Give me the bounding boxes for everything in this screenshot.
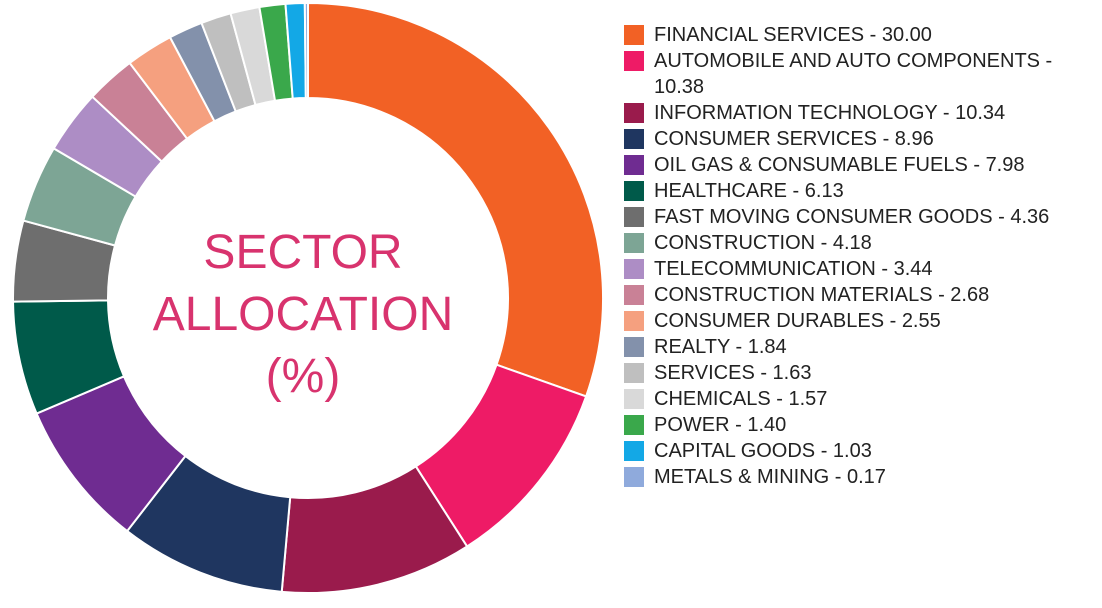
chart-legend: FINANCIAL SERVICES - 30.00 AUTOMOBILE AND… xyxy=(624,22,1094,490)
legend-label: CONSUMER DURABLES - 2.55 xyxy=(654,310,941,332)
legend-item-8: CONSTRUCTION - 4.18 xyxy=(624,230,1094,256)
legend-item-2: AUTOMOBILE AND AUTO COMPONENTS - 10.38 xyxy=(624,48,1094,100)
legend-label: CONSUMER SERVICES - 8.96 xyxy=(654,128,934,150)
legend-label: AUTOMOBILE AND AUTO COMPONENTS - 10.38 xyxy=(654,50,1053,98)
legend-label: CONSTRUCTION MATERIALS - 2.68 xyxy=(654,284,990,306)
legend-item-12: REALTY - 1.84 xyxy=(624,334,1094,360)
legend-label: METALS & MINING - 0.17 xyxy=(654,466,886,488)
legend-swatch xyxy=(624,259,644,279)
legend-item-16: CAPITAL GOODS - 1.03 xyxy=(624,438,1094,464)
legend-swatch xyxy=(624,51,644,71)
legend-swatch xyxy=(624,181,644,201)
legend-swatch xyxy=(624,337,644,357)
legend-item-15: POWER - 1.40 xyxy=(624,412,1094,438)
legend-item-3: INFORMATION TECHNOLOGY - 10.34 xyxy=(624,100,1094,126)
center-title-line-1: SECTOR xyxy=(203,226,403,279)
legend-swatch xyxy=(624,285,644,305)
legend-swatch xyxy=(624,363,644,383)
legend-label: CHEMICALS - 1.57 xyxy=(654,388,828,410)
legend-swatch xyxy=(624,441,644,461)
legend-swatch xyxy=(624,389,644,409)
donut-chart xyxy=(12,1,604,594)
legend-item-13: SERVICES - 1.63 xyxy=(624,360,1094,386)
legend-swatch xyxy=(624,207,644,227)
center-title-line-2: ALLOCATION xyxy=(152,288,454,341)
legend-label: SERVICES - 1.63 xyxy=(654,362,812,384)
legend-swatch xyxy=(624,467,644,487)
legend-swatch xyxy=(624,415,644,435)
pie-slice-17 xyxy=(303,1,309,100)
legend-label: HEALTHCARE - 6.13 xyxy=(654,180,844,202)
legend-item-1: FINANCIAL SERVICES - 30.00 xyxy=(624,22,1094,48)
legend-label: FINANCIAL SERVICES - 30.00 xyxy=(654,24,932,46)
legend-label: CAPITAL GOODS - 1.03 xyxy=(654,440,872,462)
legend-label: OIL GAS & CONSUMABLE FUELS - 7.98 xyxy=(654,154,1025,176)
legend-item-17: METALS & MINING - 0.17 xyxy=(624,464,1094,490)
legend-item-7: FAST MOVING CONSUMER GOODS - 4.36 xyxy=(624,204,1094,230)
legend-label: CONSTRUCTION - 4.18 xyxy=(654,232,872,254)
legend-label: REALTY - 1.84 xyxy=(654,336,787,358)
legend-swatch xyxy=(624,25,644,45)
legend-item-11: CONSUMER DURABLES - 2.55 xyxy=(624,308,1094,334)
legend-swatch xyxy=(624,103,644,123)
center-title-line-3: (%) xyxy=(265,350,341,403)
legend-item-9: TELECOMMUNICATION - 3.44 xyxy=(624,256,1094,282)
legend-label: INFORMATION TECHNOLOGY - 10.34 xyxy=(654,102,1006,124)
legend-swatch xyxy=(624,155,644,175)
legend-swatch xyxy=(624,129,644,149)
chart-center-title: SECTOR ALLOCATION (%) xyxy=(108,222,498,408)
legend-label: FAST MOVING CONSUMER GOODS - 4.36 xyxy=(654,206,1050,228)
legend-swatch xyxy=(624,233,644,253)
legend-swatch xyxy=(624,311,644,331)
legend-item-4: CONSUMER SERVICES - 8.96 xyxy=(624,126,1094,152)
legend-item-14: CHEMICALS - 1.57 xyxy=(624,386,1094,412)
legend-item-10: CONSTRUCTION MATERIALS - 2.68 xyxy=(624,282,1094,308)
pie-slice-1 xyxy=(307,1,604,398)
legend-label: TELECOMMUNICATION - 3.44 xyxy=(654,258,933,280)
legend-item-6: HEALTHCARE - 6.13 xyxy=(624,178,1094,204)
legend-item-5: OIL GAS & CONSUMABLE FUELS - 7.98 xyxy=(624,152,1094,178)
legend-label: POWER - 1.40 xyxy=(654,414,787,436)
